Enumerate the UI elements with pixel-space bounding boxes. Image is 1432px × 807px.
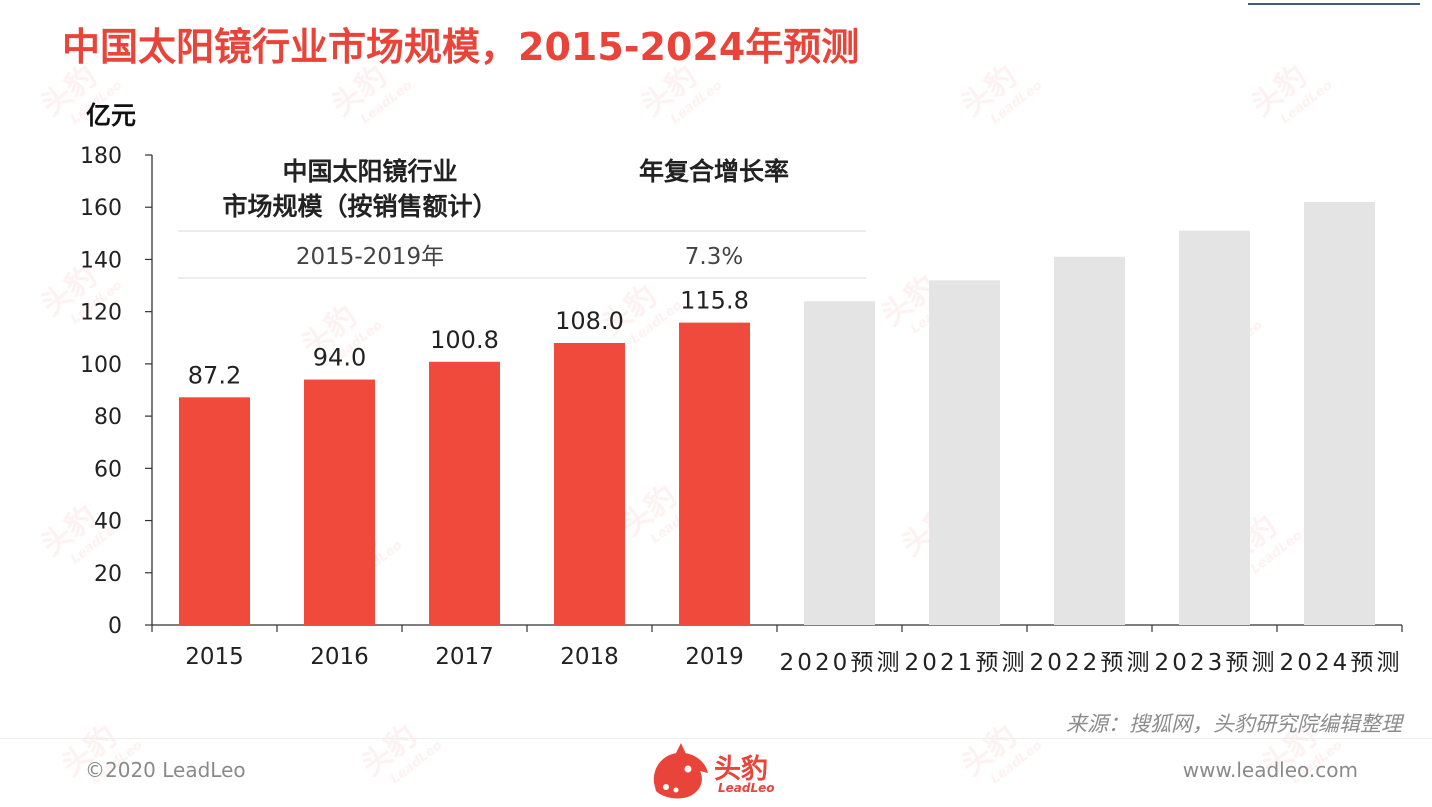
corner-accent-line (1248, 0, 1420, 5)
logo-text-en: LeadLeo (718, 781, 775, 795)
x-tick-label: 2023预测 (1155, 650, 1275, 676)
y-tick-label: 20 (94, 562, 122, 587)
table-header-cagr: 年复合增长率 (639, 157, 789, 186)
logo-text-cn: 头豹 (714, 754, 768, 785)
y-tick-label: 180 (80, 144, 122, 169)
y-tick-label: 100 (80, 353, 122, 378)
bar (1054, 256, 1125, 625)
bar (554, 343, 625, 625)
y-tick-label: 60 (94, 457, 122, 482)
table-header-market-size-line2: 市场规模（按销售额计） (222, 192, 497, 221)
data-label: 87.2 (188, 361, 241, 389)
y-tick-label: 80 (94, 405, 122, 430)
y-tick-label: 0 (108, 614, 122, 639)
y-tick-label: 160 (80, 196, 122, 221)
bar (304, 379, 375, 625)
x-tick-label: 2016 (310, 644, 369, 670)
y-axis-unit: 亿元 (86, 101, 136, 130)
leadleo-logo: 头豹 LeadLeo (648, 743, 788, 803)
footer-divider (0, 738, 1432, 739)
bar (804, 301, 875, 625)
bar (1179, 230, 1250, 625)
bar (1304, 202, 1375, 625)
x-tick-label: 2017 (435, 644, 494, 670)
bar (929, 280, 1000, 625)
data-label: 108.0 (555, 307, 624, 335)
x-tick-label: 2022预测 (1030, 650, 1150, 676)
table-cagr-cell: 7.3% (685, 244, 743, 270)
y-tick-label: 120 (80, 301, 122, 326)
data-label: 115.8 (680, 287, 749, 315)
y-tick-label: 40 (94, 510, 122, 535)
bar-chart: 亿元 0 20 40 60 80 100 120 140 160 180 87.2 2015 94.0 20… (80, 101, 1403, 676)
x-tick-label: 2024预测 (1280, 650, 1400, 676)
copyright-text: ©2020 LeadLeo (85, 758, 246, 782)
x-tick-label: 2018 (560, 644, 619, 670)
data-label: 100.8 (430, 326, 499, 354)
x-tick-label: 2020预测 (780, 650, 900, 676)
website-text: www.leadleo.com (1182, 758, 1358, 782)
leopard-head-icon (653, 743, 708, 799)
bar (679, 322, 750, 625)
bar (179, 397, 250, 625)
data-label: 94.0 (313, 344, 366, 372)
y-tick-label: 140 (80, 248, 122, 273)
page-title: 中国太阳镜行业市场规模，2015-2024年预测 (62, 25, 860, 69)
x-tick-label: 2015 (185, 644, 244, 670)
x-tick-label: 2021预测 (905, 650, 1025, 676)
table-header-market-size-line1: 中国太阳镜行业 (282, 157, 457, 186)
table-period-cell: 2015-2019年 (296, 244, 444, 270)
bar (429, 361, 500, 625)
x-tick-label: 2019 (685, 644, 744, 670)
source-note: 来源：搜狐网，头豹研究院编辑整理 (1066, 712, 1402, 736)
